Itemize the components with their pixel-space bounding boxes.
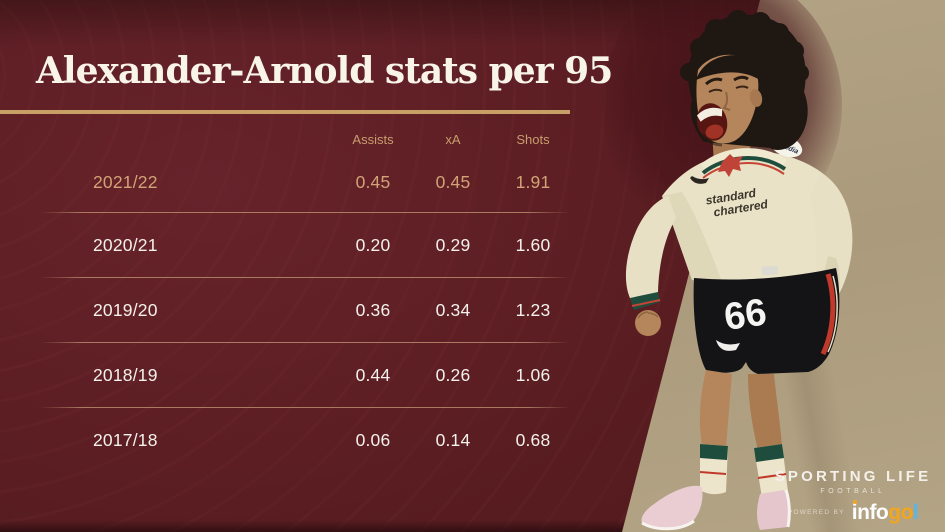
- xa-value: 0.26: [435, 364, 471, 385]
- row-divider: [40, 407, 570, 408]
- table-row-2018-19: 2018/19 0.44 0.26 1.06: [0, 343, 573, 407]
- season-label: 2018/19: [93, 364, 158, 385]
- table-header-row: Assists xA Shots: [0, 126, 573, 152]
- xa-value: 0.34: [435, 299, 471, 320]
- row-divider: [40, 342, 570, 343]
- assists-value: 0.45: [355, 171, 391, 192]
- infogol-logo-l: l: [912, 501, 919, 524]
- sporting-life-logo: SPORTING LIFE: [774, 468, 932, 485]
- table-row-2021-22: 2021/22 0.45 0.45 1.91: [0, 152, 573, 212]
- column-header-xa: xA: [445, 131, 461, 147]
- season-label: 2017/18: [93, 429, 158, 450]
- assists-value: 0.44: [355, 364, 391, 385]
- season-label: 2020/21: [93, 234, 158, 255]
- assists-value: 0.06: [355, 429, 391, 450]
- powered-by-label: POWERED BY: [787, 509, 845, 516]
- table-row-2017-18: 2017/18 0.06 0.14 0.68: [0, 408, 573, 472]
- column-header-shots: Shots: [516, 131, 550, 147]
- row-divider: [40, 277, 570, 278]
- shots-value: 1.91: [515, 171, 551, 192]
- season-label: 2021/22: [93, 171, 158, 192]
- shots-value: 1.06: [515, 364, 551, 385]
- sporting-life-football-label: FOOTBALL: [820, 488, 886, 495]
- infogol-logo-go: go: [888, 501, 913, 524]
- row-divider: [40, 212, 570, 213]
- xa-value: 0.45: [435, 171, 471, 192]
- stats-table: Assists xA Shots 2021/22 0.45 0.45 1.91 …: [0, 126, 573, 472]
- branding-block: SPORTING LIFE FOOTBALL POWERED BY infogo…: [760, 468, 945, 523]
- powered-by-row: POWERED BY infogol: [760, 500, 945, 524]
- infogol-logo-info: info: [851, 501, 889, 524]
- assists-value: 0.36: [355, 299, 391, 320]
- xa-value: 0.14: [435, 429, 471, 450]
- xa-value: 0.29: [435, 234, 471, 255]
- table-row-2020-21: 2020/21 0.20 0.29 1.60: [0, 213, 573, 277]
- table-row-2019-20: 2019/20 0.36 0.34 1.23: [0, 278, 573, 342]
- title-underline: [0, 110, 570, 114]
- shots-value: 1.23: [515, 299, 551, 320]
- shots-value: 1.60: [515, 234, 551, 255]
- infogol-i-dot: [852, 500, 857, 504]
- column-header-assists: Assists: [352, 131, 394, 147]
- page-title: Alexander-Arnold stats per 95: [36, 50, 613, 92]
- season-label: 2019/20: [93, 299, 158, 320]
- assists-value: 0.20: [355, 234, 391, 255]
- shots-value: 0.68: [515, 429, 551, 450]
- infogol-logo: infogol: [851, 500, 919, 524]
